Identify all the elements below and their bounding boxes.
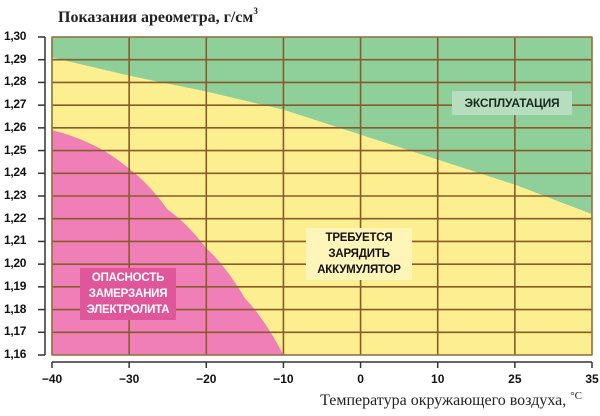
x-tick-label: 35 <box>585 372 599 386</box>
x-tick-label: −40 <box>41 372 63 386</box>
y-tick-label: 1,20 <box>4 256 27 271</box>
y-tick-label: 1,30 <box>4 29 27 43</box>
x-tick-label: −20 <box>196 372 217 386</box>
y-tick-label: 1,17 <box>4 324 27 339</box>
x-tick-label: 25 <box>508 372 522 386</box>
y-tick-label: 1,23 <box>4 188 27 202</box>
zone-label-charge-line3: АККУМУЛЯТОР <box>317 264 401 276</box>
y-tick-label: 1,29 <box>4 51 27 66</box>
y-tick-label: 1,16 <box>4 347 27 361</box>
zone-label-freeze-danger: ОПАСНОСТЬ ЗАМЕРЗАНИЯ ЭЛЕКТРОЛИТА <box>80 268 176 320</box>
x-axis-unit: °C <box>570 390 582 402</box>
zone-label-operation-text: ЭКСПЛУАТАЦИЯ <box>464 96 560 110</box>
x-tick-label: −30 <box>118 372 140 386</box>
zone-label-charge-line1: ТРЕБУЕТСЯ <box>325 232 393 244</box>
y-axis-title: Показания ареометра, г/см3 <box>58 6 258 27</box>
y-axis-title-text: Показания ареометра, г/см <box>58 9 254 26</box>
y-tick-label: 1,27 <box>4 97 27 112</box>
y-tick-label: 1,28 <box>4 74 27 89</box>
x-axis-title-text: Температура окружающего воздуха, <box>320 392 567 409</box>
y-tick-label: 1,21 <box>4 233 27 248</box>
zone-operation-area <box>52 37 592 215</box>
zone-label-danger-line2: ЗАМЕРЗАНИЯ <box>88 288 168 300</box>
x-tick-label: 0 <box>357 372 364 386</box>
y-axis-title-superscript: 3 <box>253 6 258 16</box>
x-axis-title: Температура окружающего воздуха, °C <box>320 390 582 410</box>
zone-label-operation: ЭКСПЛУАТАЦИЯ <box>452 91 572 115</box>
y-tick-label: 1,25 <box>4 142 27 157</box>
zone-label-charge-required: ТРЕБУЕТСЯ ЗАРЯДИТЬ АККУМУЛЯТОР <box>306 228 412 280</box>
y-tick-label: 1,18 <box>4 301 27 316</box>
plot-border <box>51 36 593 356</box>
y-tick-label: 1,22 <box>4 210 27 225</box>
x-tick-label: −10 <box>273 372 294 386</box>
y-tick-label: 1,26 <box>4 119 27 134</box>
y-tick-label: 1,24 <box>4 165 27 180</box>
x-tick-label: 10 <box>431 372 445 386</box>
zone-label-charge-line2: ЗАРЯДИТЬ <box>328 248 390 260</box>
y-tick-label: 1,19 <box>4 278 27 293</box>
zone-label-danger-line3: ЭЛЕКТРОЛИТА <box>86 304 170 316</box>
zone-label-danger-line1: ОПАСНОСТЬ <box>91 272 165 284</box>
